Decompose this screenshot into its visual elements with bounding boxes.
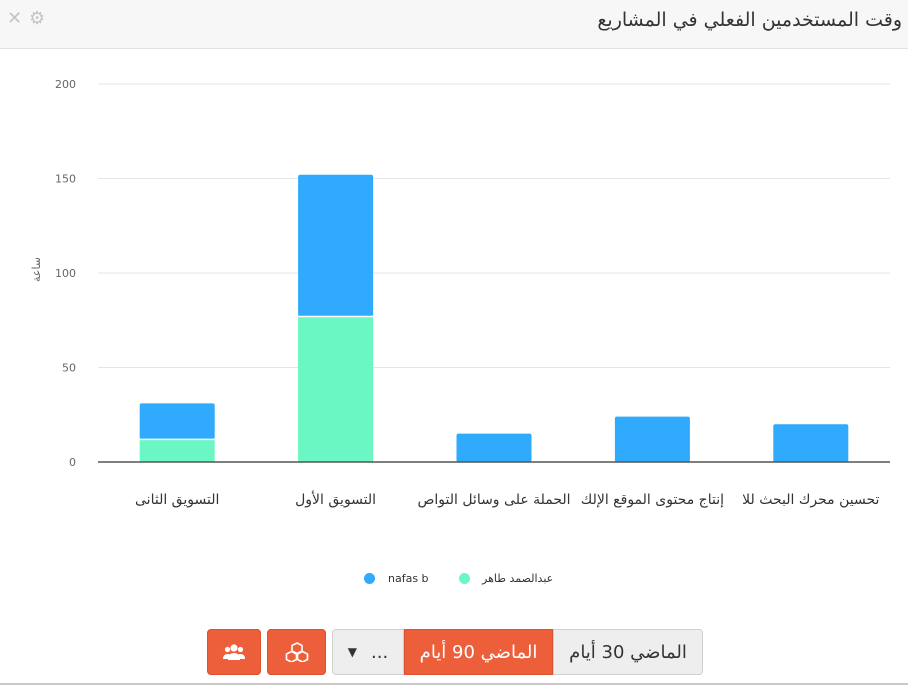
y-tick-label: 150 <box>55 173 76 186</box>
x-tick-label: إنتاج محتوى الموقع الإلك <box>581 492 724 508</box>
more-periods-dropdown[interactable]: ▼ ... <box>332 629 404 675</box>
legend-label: nafas b <box>388 572 429 585</box>
bar-series-2 <box>456 433 532 462</box>
period-90-days-button[interactable]: الماضي 90 أيام <box>404 629 553 675</box>
team-button[interactable] <box>207 629 261 675</box>
x-tick-label: التسويق الأول <box>295 490 376 508</box>
period-30-days-button[interactable]: الماضي 30 أيام <box>553 629 703 675</box>
bar-series-2 <box>298 174 374 317</box>
gear-icon[interactable]: ⚙ <box>29 8 46 29</box>
caret-down-icon: ▼ <box>347 645 358 659</box>
bar-series-2 <box>773 424 849 462</box>
x-tick-label: التسويق الثانى <box>135 492 219 508</box>
close-icon[interactable]: ✕ <box>7 8 23 29</box>
y-tick-label: 0 <box>69 456 76 469</box>
chart-legend: nafas b عبدالصمد طاهر <box>0 572 908 592</box>
y-tick-label: 100 <box>55 267 76 280</box>
period-90-label: الماضي 90 أيام <box>419 641 538 663</box>
bar-series-1 <box>298 316 374 462</box>
projects-button[interactable] <box>267 629 326 675</box>
more-label: ... <box>371 641 389 663</box>
bar-chart: 0 50 100 150 200 التسويق الثانى التسويق الأول ا… <box>55 78 890 508</box>
bar-series-2 <box>614 416 690 462</box>
widget-title: وقت المستخدمين الفعلي في المشاريع <box>597 9 902 31</box>
legend-item-abdelsamad[interactable]: عبدالصمد طاهر <box>459 572 553 585</box>
legend-item-nafas[interactable]: nafas b <box>364 572 429 585</box>
users-icon <box>223 644 245 660</box>
legend-dot <box>459 573 470 584</box>
cubes-icon <box>285 642 308 662</box>
x-tick-label: تحسين محرك البحث للا <box>742 492 879 508</box>
bar-series-1 <box>139 439 215 462</box>
bar-series-2 <box>139 403 215 440</box>
y-tick-label: 50 <box>62 362 76 375</box>
legend-label: عبدالصمد طاهر <box>482 572 554 585</box>
widget-header: ✕ ⚙ وقت المستخدمين الفعلي في المشاريع <box>0 0 908 49</box>
bottom-divider <box>0 683 908 685</box>
period-30-label: الماضي 30 أيام <box>569 641 687 663</box>
legend-dot <box>364 573 375 584</box>
x-tick-label: الحملة على وسائل التواص <box>417 492 570 508</box>
y-tick-label: 200 <box>55 78 76 91</box>
